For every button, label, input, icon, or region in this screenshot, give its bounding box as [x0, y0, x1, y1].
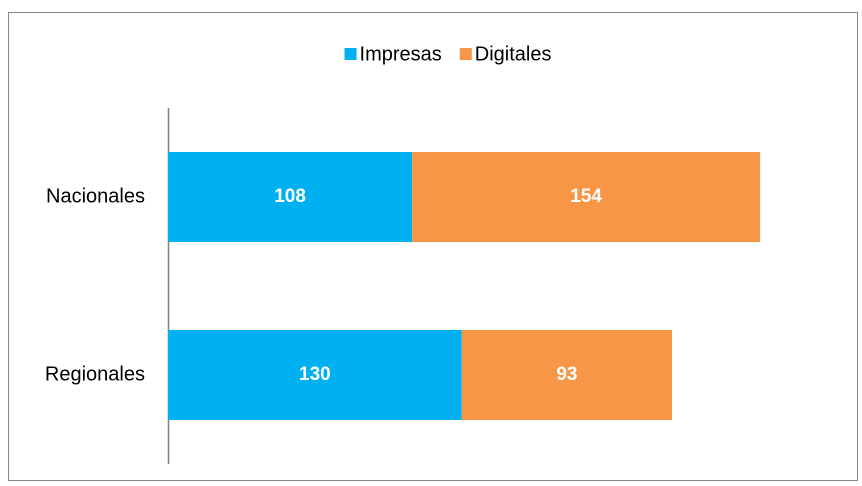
- legend-swatch: [459, 48, 472, 60]
- data-label: 93: [556, 364, 577, 385]
- data-label: 154: [570, 186, 602, 207]
- y-tick-label: Nacionales: [46, 185, 145, 207]
- legend-swatch: [344, 48, 357, 60]
- bar-segment: [168, 152, 413, 242]
- data-label: 108: [274, 186, 306, 207]
- data-label: 130: [299, 364, 331, 385]
- legend-label: Impresas: [360, 43, 442, 65]
- bar-segment: [461, 330, 672, 420]
- bar-segment: [168, 330, 462, 420]
- y-tick-label: Regionales: [45, 363, 145, 385]
- bar-segment: [412, 152, 761, 242]
- legend-label: Digitales: [475, 43, 552, 65]
